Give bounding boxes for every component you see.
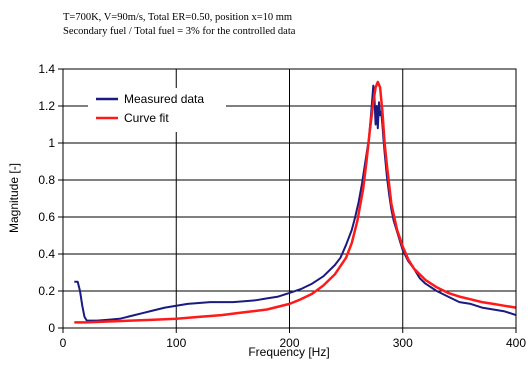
y-tick-label: 1 (48, 136, 55, 150)
y-tick-label: 0.2 (38, 284, 55, 298)
annotation-line-2: Secondary fuel / Total fuel = 3% for the… (63, 26, 296, 37)
x-tick-label: 400 (506, 336, 526, 350)
x-tick-label: 0 (60, 336, 67, 350)
legend-label-curve-fit: Curve fit (124, 111, 169, 125)
y-tick-label: 0.8 (38, 173, 55, 187)
legend-box (88, 88, 226, 132)
x-tick-label: 200 (279, 336, 299, 350)
y-tick-label: 1.4 (38, 62, 55, 76)
y-axis-label: Magnitude [-] (7, 163, 21, 233)
annotation-line-1: T=700K, V=90m/s, Total ER=0.50, position… (63, 12, 292, 23)
series-layer (74, 80, 517, 324)
legend: Measured data Curve fit (88, 88, 226, 132)
x-tick-label: 300 (393, 336, 413, 350)
y-tick-label: 1.2 (38, 99, 55, 113)
axis-ticks: 0 0.2 0.4 0.6 0.8 1 1.2 1.4 0 100 200 300 400 (38, 62, 526, 350)
gridlines (63, 69, 516, 328)
y-tick-label: 0.4 (38, 247, 55, 261)
chart-annotation: T=700K, V=90m/s, Total ER=0.50, position… (63, 12, 296, 37)
y-tick-label: 0.6 (38, 210, 55, 224)
series-curve-fit-line (74, 80, 517, 324)
x-axis-label: Frequency [Hz] (248, 345, 329, 359)
x-tick-label: 100 (166, 336, 186, 350)
legend-label-measured: Measured data (124, 92, 204, 106)
y-tick-label: 0 (48, 321, 55, 335)
